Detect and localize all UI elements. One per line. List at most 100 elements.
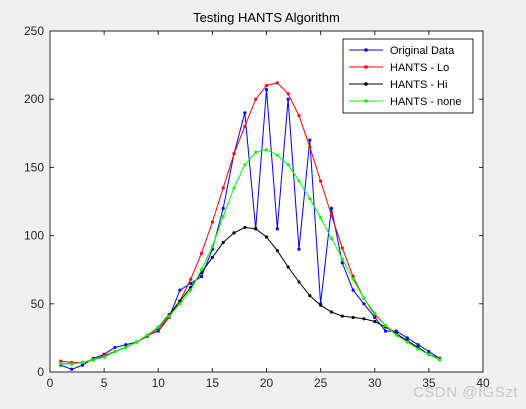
legend: Original Data HANTS - Lo HANTS - Hi HANTS -… [342,38,474,114]
y-tick-label: 150 [24,160,44,174]
series-1-point [308,145,312,149]
series-2-point [340,314,344,318]
series-0-point [221,206,225,210]
y-tick-label: 200 [24,92,44,106]
series-layer [59,81,442,371]
series-3-point [427,352,431,356]
series-2-point [351,315,355,320]
series-0-point [405,336,409,340]
series-3-point [297,179,301,183]
axes-layer: 0 5 10 15 20 25 30 35 40 0 50 100 150 200 250 [24,24,490,390]
series-0-point [275,227,279,231]
series-3-point [178,302,182,306]
series-3-point [70,362,74,366]
series-3-point [319,216,323,220]
series-3-point [383,324,388,328]
series-0-point [80,363,85,367]
chart-title: Testing HANTS Algorithm [193,10,340,25]
series-0-point [156,329,160,333]
series-3-point [362,296,366,300]
series-3-point [308,197,312,201]
series-3-point [329,236,334,240]
y-tick-label: 0 [37,365,44,379]
series-0-point [394,329,398,333]
series-3-point [199,268,204,272]
series-0-point [308,138,312,142]
series-3-point [102,355,106,359]
series-3-point [91,358,95,362]
series-2-point [297,280,301,284]
watermark: CSDN @IGSzt [413,384,518,401]
series-0-point [351,288,355,292]
series-0-point [70,367,74,371]
series-3-point [351,277,355,281]
y-tick-label: 100 [24,229,44,243]
series-3-point [373,311,377,315]
series-1-point [254,97,258,101]
x-tick-label: 35 [422,376,436,390]
series-3-point [145,333,150,337]
series-1-point [340,246,344,250]
series-3-point [210,244,214,249]
legend-entry-label: Original Data [390,45,455,57]
series-3-point [135,340,139,344]
series-1-point [199,251,204,255]
series-1-point [275,81,279,85]
legend-entry-label: HANTS - Lo [390,62,449,74]
series-1-point [210,220,214,224]
x-tick-label: 25 [314,376,328,390]
series-0-point [178,288,182,292]
x-tick-label: 10 [152,376,166,390]
series-0-point [427,349,431,354]
legend-swatch-marker [364,99,368,103]
series-0-point [362,302,366,306]
series-2-point [319,303,323,307]
series-1-point [189,277,193,281]
series-2-point [362,317,366,321]
series-2-point [329,310,334,314]
series-2-point [232,231,236,235]
series-3-point [416,347,420,351]
series-3-point [340,257,344,261]
series-2-point [308,294,312,298]
series-2-point [243,225,247,230]
y-tick-label: 50 [31,297,45,311]
series-3-point [405,340,409,344]
series-3-point [438,358,442,362]
legend-swatch-marker [364,65,368,69]
series-1-point [232,152,236,156]
legend-swatch-marker [364,48,368,52]
series-2-point [264,235,269,239]
series-3-point [243,163,247,167]
series-1-point [319,179,323,183]
x-tick-label: 0 [47,376,54,390]
series-2-point [254,227,258,231]
series-3-point [59,362,63,366]
series-0-point [329,206,334,210]
x-tick-label: 40 [476,376,490,390]
series-line-0 [60,89,440,370]
series-2-point [210,255,214,260]
x-tick-label: 5 [101,376,108,390]
series-1-point [297,113,301,118]
series-1-point [329,213,334,217]
series-3-point [232,186,236,190]
series-0-point [340,261,344,265]
series-3-point [286,163,290,167]
legend-entry-label: HANTS - Hi [390,79,447,91]
series-3-point [221,214,225,219]
series-3-point [167,314,171,318]
series-0-point [264,88,269,92]
series-3-point [264,148,269,152]
series-0-point [199,274,204,279]
series-2-point [178,299,182,303]
series-0-point [383,329,388,333]
series-3-point [80,360,85,365]
y-tick-label: 250 [24,24,44,38]
series-1-point [243,124,247,129]
series-1-point [221,186,225,190]
series-0-point [416,343,420,347]
series-1-point [59,359,63,363]
series-0-point [124,343,128,347]
